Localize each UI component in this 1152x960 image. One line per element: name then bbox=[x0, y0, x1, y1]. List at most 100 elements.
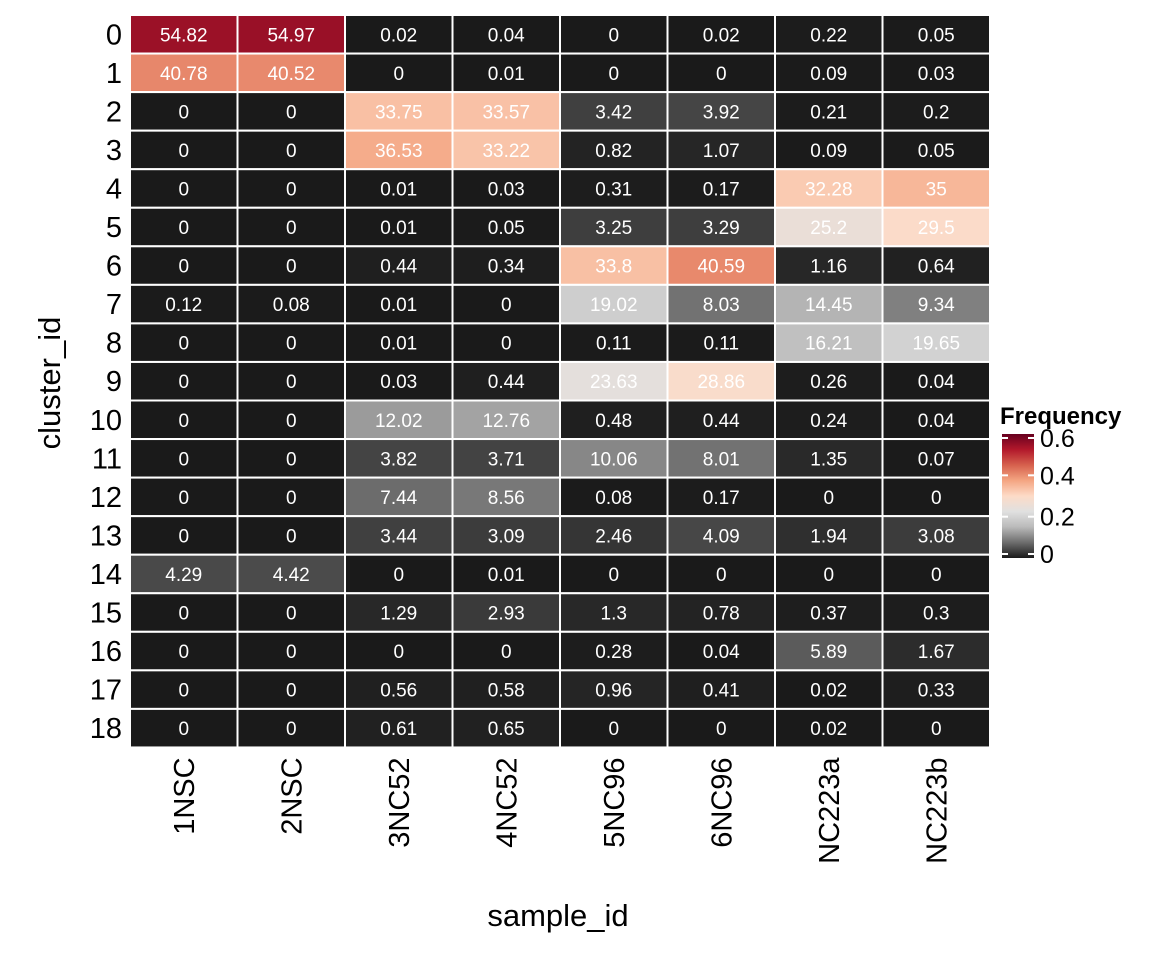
cell-value-label: 0.96 bbox=[595, 681, 632, 702]
cell-value-label: 40.52 bbox=[267, 64, 315, 85]
cell-value-label: 9.34 bbox=[918, 295, 955, 316]
y-tick-label: 12 bbox=[90, 482, 122, 514]
cell-value-label: 0.01 bbox=[488, 565, 525, 586]
cell-value-label: 0.37 bbox=[810, 604, 847, 625]
heatmap-cell bbox=[129, 707, 239, 749]
cell-value-label: 0.21 bbox=[810, 102, 847, 123]
heatmap-cell bbox=[129, 91, 239, 132]
cell-value-label: 0.08 bbox=[273, 295, 310, 316]
cell-value-label: 0.05 bbox=[488, 218, 525, 239]
cell-value-label: 0 bbox=[608, 719, 619, 740]
heatmap-cell bbox=[881, 592, 991, 633]
cell-value-label: 28.86 bbox=[697, 372, 745, 393]
cell-value-label: 33.75 bbox=[375, 102, 423, 123]
cell-value-label: 4.09 bbox=[703, 526, 740, 547]
legend: Frequency 0 0.2 0.4 0.6 bbox=[1000, 403, 1122, 569]
cell-value-label: 0.02 bbox=[810, 719, 847, 740]
y-tick-label: 1 bbox=[106, 58, 122, 90]
cell-value-label: 0.56 bbox=[380, 681, 417, 702]
heatmap-cell bbox=[129, 399, 239, 441]
cell-value-label: 0.58 bbox=[488, 681, 525, 702]
cell-value-label: 40.78 bbox=[160, 64, 208, 85]
cell-value-label: 0 bbox=[823, 488, 834, 509]
cell-value-label: 0.3 bbox=[923, 604, 949, 625]
cell-value-label: 0.2 bbox=[923, 102, 949, 123]
y-tick-label: 17 bbox=[90, 675, 122, 707]
y-tick-label: 16 bbox=[90, 636, 122, 668]
cell-value-label: 0.03 bbox=[488, 179, 525, 200]
heatmap-cell bbox=[129, 592, 239, 633]
heatmap-cell bbox=[559, 283, 669, 325]
heatmap-cell bbox=[666, 245, 776, 286]
cell-value-label: 0.78 bbox=[703, 604, 740, 625]
heatmap-cell bbox=[774, 438, 884, 479]
heatmap-cell bbox=[881, 245, 991, 286]
cell-value-label: 0 bbox=[286, 642, 297, 663]
cell-value-label: 0 bbox=[501, 334, 512, 355]
cell-value-label: 0.33 bbox=[918, 681, 955, 702]
y-tick-label: 11 bbox=[92, 443, 122, 475]
heatmap-cell bbox=[559, 707, 669, 749]
heatmap-cell bbox=[451, 707, 561, 749]
heatmap-cell bbox=[129, 14, 239, 55]
cell-value-label: 0.08 bbox=[595, 488, 632, 509]
legend-color-bar bbox=[1002, 434, 1034, 558]
heatmap-cell bbox=[559, 360, 669, 402]
heatmap-cell bbox=[881, 91, 991, 132]
heatmap-cell bbox=[344, 553, 454, 595]
cell-value-label: 0 bbox=[393, 565, 404, 586]
heatmap-cell bbox=[344, 438, 454, 479]
y-tick-label: 4 bbox=[106, 173, 122, 205]
heatmap-cell bbox=[774, 129, 884, 171]
cell-value-label: 0 bbox=[286, 372, 297, 393]
heatmap-cell bbox=[451, 360, 561, 402]
heatmap-cell bbox=[559, 245, 669, 286]
heatmap-cell bbox=[881, 476, 991, 518]
cell-value-label: 0.03 bbox=[380, 372, 417, 393]
cell-value-label: 0 bbox=[608, 565, 619, 586]
heatmap-cell bbox=[774, 399, 884, 441]
cell-value-label: 0.17 bbox=[703, 488, 740, 509]
cell-value-label: 0.28 bbox=[595, 642, 632, 663]
heatmap-cell bbox=[451, 168, 561, 209]
cell-value-label: 0 bbox=[178, 604, 189, 625]
cell-value-label: 0 bbox=[178, 141, 189, 162]
cell-value-label: 0.04 bbox=[703, 642, 740, 663]
cell-value-label: 0 bbox=[716, 719, 727, 740]
cell-value-label: 0 bbox=[178, 642, 189, 663]
y-tick-label: 2 bbox=[106, 96, 122, 128]
heatmap-cell bbox=[666, 630, 776, 672]
cell-value-label: 8.03 bbox=[703, 295, 740, 316]
cell-value-label: 19.02 bbox=[590, 295, 638, 316]
cell-value-label: 0.65 bbox=[488, 719, 525, 740]
cell-value-label: 4.42 bbox=[273, 565, 310, 586]
cell-value-label: 0.09 bbox=[810, 141, 847, 162]
heatmap-cell bbox=[344, 592, 454, 633]
cell-value-label: 0.02 bbox=[703, 25, 740, 46]
cell-value-label: 25.2 bbox=[810, 218, 847, 239]
heatmap-cell bbox=[881, 360, 991, 402]
legend-tick-label: 0.4 bbox=[1040, 462, 1075, 490]
heatmap-cell bbox=[451, 515, 561, 556]
cell-value-label: 0 bbox=[178, 102, 189, 123]
cell-value-label: 0.31 bbox=[595, 179, 632, 200]
cell-value-label: 0 bbox=[716, 64, 727, 85]
cell-value-label: 0.11 bbox=[703, 334, 739, 355]
cell-value-label: 0 bbox=[823, 565, 834, 586]
cell-value-label: 0.17 bbox=[703, 179, 740, 200]
cell-value-label: 3.09 bbox=[488, 526, 525, 547]
cell-value-label: 0 bbox=[178, 719, 189, 740]
cell-value-label: 10.06 bbox=[590, 449, 638, 470]
heatmap-cell bbox=[666, 476, 776, 518]
cell-value-label: 3.29 bbox=[703, 218, 740, 239]
cell-value-label: 2.46 bbox=[595, 526, 632, 547]
cell-value-label: 0.11 bbox=[596, 334, 632, 355]
heatmap-cell bbox=[236, 360, 346, 402]
heatmap-cell bbox=[344, 322, 454, 363]
cell-value-label: 1.3 bbox=[601, 604, 627, 625]
cell-value-label: 0.01 bbox=[380, 334, 417, 355]
cell-value-label: 0.44 bbox=[703, 411, 740, 432]
cell-value-label: 0.01 bbox=[488, 64, 525, 85]
